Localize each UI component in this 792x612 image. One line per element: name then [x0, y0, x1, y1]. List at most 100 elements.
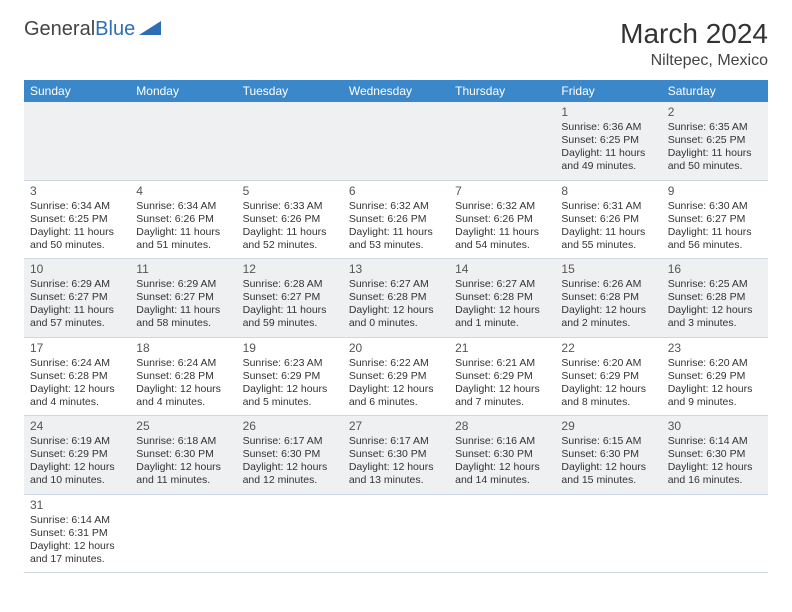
sunrise-text: Sunrise: 6:35 AM: [668, 121, 762, 134]
weekday-header: Tuesday: [237, 80, 343, 102]
sunrise-text: Sunrise: 6:14 AM: [30, 514, 124, 527]
weekday-header: Thursday: [449, 80, 555, 102]
sunset-text: Sunset: 6:25 PM: [561, 134, 655, 147]
calendar-row: 31Sunrise: 6:14 AMSunset: 6:31 PMDayligh…: [24, 494, 768, 573]
sunrise-text: Sunrise: 6:20 AM: [668, 357, 762, 370]
sunset-text: Sunset: 6:29 PM: [561, 370, 655, 383]
daylight-text: Daylight: 12 hours and 15 minutes.: [561, 461, 655, 487]
sunset-text: Sunset: 6:28 PM: [561, 291, 655, 304]
sunset-text: Sunset: 6:28 PM: [136, 370, 230, 383]
sunset-text: Sunset: 6:26 PM: [243, 213, 337, 226]
sunset-text: Sunset: 6:29 PM: [349, 370, 443, 383]
day-number: 30: [668, 419, 762, 434]
sunrise-text: Sunrise: 6:24 AM: [136, 357, 230, 370]
sunrise-text: Sunrise: 6:25 AM: [668, 278, 762, 291]
daylight-text: Daylight: 11 hours and 51 minutes.: [136, 226, 230, 252]
day-number: 29: [561, 419, 655, 434]
daylight-text: Daylight: 11 hours and 55 minutes.: [561, 226, 655, 252]
brand-part1: General: [24, 18, 95, 41]
sunset-text: Sunset: 6:30 PM: [349, 448, 443, 461]
day-number: 26: [243, 419, 337, 434]
sunrise-text: Sunrise: 6:18 AM: [136, 435, 230, 448]
sunrise-text: Sunrise: 6:29 AM: [136, 278, 230, 291]
brand-part2: Blue: [95, 18, 135, 41]
sunrise-text: Sunrise: 6:17 AM: [349, 435, 443, 448]
daylight-text: Daylight: 12 hours and 17 minutes.: [30, 540, 124, 566]
sunset-text: Sunset: 6:27 PM: [30, 291, 124, 304]
daylight-text: Daylight: 12 hours and 1 minute.: [455, 304, 549, 330]
calendar-row: 17Sunrise: 6:24 AMSunset: 6:28 PMDayligh…: [24, 337, 768, 416]
calendar-cell: 30Sunrise: 6:14 AMSunset: 6:30 PMDayligh…: [662, 416, 768, 495]
calendar-cell: 23Sunrise: 6:20 AMSunset: 6:29 PMDayligh…: [662, 337, 768, 416]
day-number: 8: [561, 184, 655, 199]
sunset-text: Sunset: 6:29 PM: [455, 370, 549, 383]
day-number: 20: [349, 341, 443, 356]
calendar-row: 24Sunrise: 6:19 AMSunset: 6:29 PMDayligh…: [24, 416, 768, 495]
calendar-cell: [343, 494, 449, 573]
calendar-cell: 28Sunrise: 6:16 AMSunset: 6:30 PMDayligh…: [449, 416, 555, 495]
daylight-text: Daylight: 11 hours and 57 minutes.: [30, 304, 124, 330]
sunrise-text: Sunrise: 6:32 AM: [455, 200, 549, 213]
calendar-cell: 6Sunrise: 6:32 AMSunset: 6:26 PMDaylight…: [343, 180, 449, 259]
calendar-cell: [130, 102, 236, 180]
sunrise-text: Sunrise: 6:23 AM: [243, 357, 337, 370]
sunset-text: Sunset: 6:26 PM: [349, 213, 443, 226]
calendar-cell: 12Sunrise: 6:28 AMSunset: 6:27 PMDayligh…: [237, 259, 343, 338]
calendar-cell: 18Sunrise: 6:24 AMSunset: 6:28 PMDayligh…: [130, 337, 236, 416]
daylight-text: Daylight: 11 hours and 52 minutes.: [243, 226, 337, 252]
daylight-text: Daylight: 12 hours and 9 minutes.: [668, 383, 762, 409]
sunset-text: Sunset: 6:26 PM: [455, 213, 549, 226]
sunset-text: Sunset: 6:30 PM: [561, 448, 655, 461]
daylight-text: Daylight: 11 hours and 50 minutes.: [30, 226, 124, 252]
sunrise-text: Sunrise: 6:32 AM: [349, 200, 443, 213]
calendar-cell: 26Sunrise: 6:17 AMSunset: 6:30 PMDayligh…: [237, 416, 343, 495]
calendar-cell: 25Sunrise: 6:18 AMSunset: 6:30 PMDayligh…: [130, 416, 236, 495]
sunset-text: Sunset: 6:26 PM: [561, 213, 655, 226]
calendar-cell: 31Sunrise: 6:14 AMSunset: 6:31 PMDayligh…: [24, 494, 130, 573]
calendar-cell: 19Sunrise: 6:23 AMSunset: 6:29 PMDayligh…: [237, 337, 343, 416]
day-number: 27: [349, 419, 443, 434]
sunrise-text: Sunrise: 6:30 AM: [668, 200, 762, 213]
calendar-cell: 5Sunrise: 6:33 AMSunset: 6:26 PMDaylight…: [237, 180, 343, 259]
daylight-text: Daylight: 12 hours and 4 minutes.: [136, 383, 230, 409]
logo: GeneralBlue: [24, 18, 161, 41]
sunset-text: Sunset: 6:27 PM: [243, 291, 337, 304]
calendar-cell: 29Sunrise: 6:15 AMSunset: 6:30 PMDayligh…: [555, 416, 661, 495]
calendar-cell: 20Sunrise: 6:22 AMSunset: 6:29 PMDayligh…: [343, 337, 449, 416]
calendar-cell: 14Sunrise: 6:27 AMSunset: 6:28 PMDayligh…: [449, 259, 555, 338]
calendar-cell: 10Sunrise: 6:29 AMSunset: 6:27 PMDayligh…: [24, 259, 130, 338]
calendar-cell: [662, 494, 768, 573]
logo-flag-icon: [139, 21, 161, 37]
weekday-header-row: Sunday Monday Tuesday Wednesday Thursday…: [24, 80, 768, 102]
sunrise-text: Sunrise: 6:28 AM: [243, 278, 337, 291]
sunset-text: Sunset: 6:28 PM: [349, 291, 443, 304]
sunrise-text: Sunrise: 6:33 AM: [243, 200, 337, 213]
sunset-text: Sunset: 6:25 PM: [30, 213, 124, 226]
sunrise-text: Sunrise: 6:27 AM: [455, 278, 549, 291]
sunset-text: Sunset: 6:30 PM: [136, 448, 230, 461]
calendar-cell: [130, 494, 236, 573]
header: GeneralBlue March 2024 Niltepec, Mexico: [24, 18, 768, 70]
day-number: 12: [243, 262, 337, 277]
day-number: 14: [455, 262, 549, 277]
daylight-text: Daylight: 12 hours and 14 minutes.: [455, 461, 549, 487]
day-number: 28: [455, 419, 549, 434]
calendar-cell: 22Sunrise: 6:20 AMSunset: 6:29 PMDayligh…: [555, 337, 661, 416]
sunset-text: Sunset: 6:30 PM: [668, 448, 762, 461]
day-number: 25: [136, 419, 230, 434]
calendar-row: 1Sunrise: 6:36 AMSunset: 6:25 PMDaylight…: [24, 102, 768, 180]
day-number: 19: [243, 341, 337, 356]
sunset-text: Sunset: 6:30 PM: [455, 448, 549, 461]
sunrise-text: Sunrise: 6:16 AM: [455, 435, 549, 448]
sunrise-text: Sunrise: 6:15 AM: [561, 435, 655, 448]
sunset-text: Sunset: 6:28 PM: [455, 291, 549, 304]
calendar-cell: 16Sunrise: 6:25 AMSunset: 6:28 PMDayligh…: [662, 259, 768, 338]
day-number: 7: [455, 184, 549, 199]
calendar-cell: 9Sunrise: 6:30 AMSunset: 6:27 PMDaylight…: [662, 180, 768, 259]
calendar-cell: [555, 494, 661, 573]
day-number: 13: [349, 262, 443, 277]
sunrise-text: Sunrise: 6:31 AM: [561, 200, 655, 213]
day-number: 22: [561, 341, 655, 356]
day-number: 16: [668, 262, 762, 277]
sunrise-text: Sunrise: 6:24 AM: [30, 357, 124, 370]
